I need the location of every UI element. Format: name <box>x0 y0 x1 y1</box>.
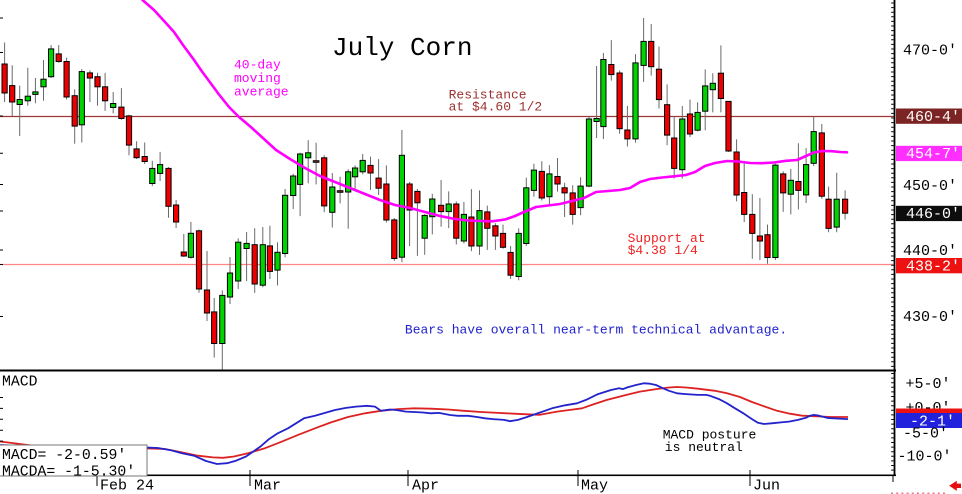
svg-text:Resistance: Resistance <box>449 88 527 103</box>
svg-text:460-4': 460-4' <box>906 109 960 126</box>
svg-text:average: average <box>234 85 289 100</box>
svg-text:July Corn: July Corn <box>332 33 472 63</box>
svg-text:moving: moving <box>234 71 281 86</box>
svg-text:+5-0': +5-0' <box>906 376 951 393</box>
svg-text:Jun: Jun <box>753 478 780 494</box>
svg-text:MACD: MACD <box>2 375 38 391</box>
svg-text:Bears have overall near-term t: Bears have overall near-term technical a… <box>405 322 787 337</box>
svg-text:$4.38 1/4: $4.38 1/4 <box>628 243 698 258</box>
svg-text:446-0': 446-0' <box>906 206 960 223</box>
svg-text:Mar: Mar <box>254 478 281 494</box>
svg-text:at $4.60 1/2: at $4.60 1/2 <box>449 100 543 115</box>
svg-text:-5-0': -5-0' <box>903 426 948 443</box>
svg-text:MACDA= -1-5.30': MACDA= -1-5.30' <box>2 465 135 481</box>
svg-text:438-2': 438-2' <box>906 258 960 275</box>
svg-text:is neutral: is neutral <box>665 440 743 455</box>
svg-text:-2-1': -2-1' <box>910 413 955 430</box>
svg-text:40-day: 40-day <box>234 58 281 73</box>
svg-text:-10-0': -10-0' <box>898 449 952 466</box>
svg-text:470-0': 470-0' <box>903 43 957 60</box>
svg-text:Apr: Apr <box>412 478 439 494</box>
svg-text:Feb 24: Feb 24 <box>100 478 154 494</box>
svg-text:450-0': 450-0' <box>903 178 957 195</box>
svg-text:Support at: Support at <box>628 231 706 246</box>
svg-text:430-0': 430-0' <box>903 309 957 326</box>
svg-text:May: May <box>581 478 608 494</box>
svg-text:440-0': 440-0' <box>903 243 957 260</box>
svg-text:MACD posture: MACD posture <box>663 428 757 443</box>
svg-text:454-7': 454-7' <box>906 146 960 163</box>
svg-text:MACD= -2-0.59': MACD= -2-0.59' <box>2 448 126 464</box>
